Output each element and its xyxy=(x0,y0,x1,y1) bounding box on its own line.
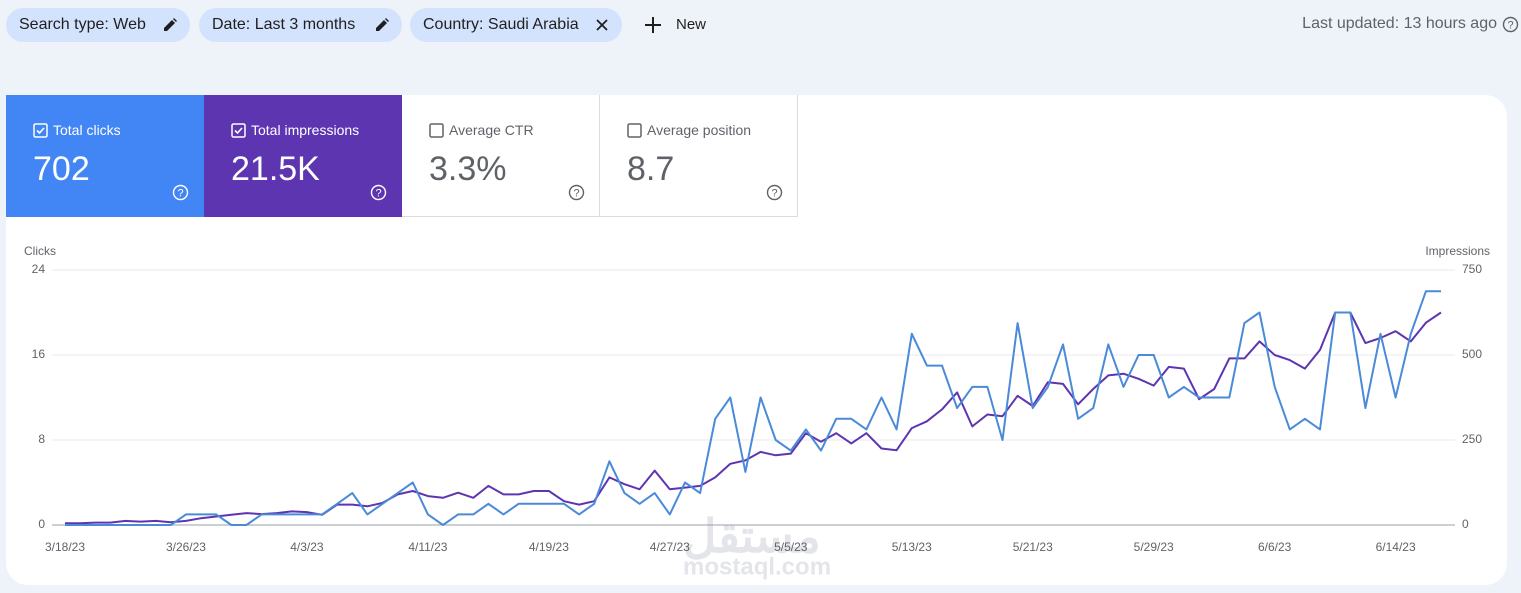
checkbox[interactable] xyxy=(33,123,48,138)
y2-axis-label: Impressions xyxy=(1425,244,1490,258)
y2-tick-label: 250 xyxy=(1462,432,1482,446)
x-tick-label: 3/26/23 xyxy=(166,540,206,554)
metric-tile[interactable]: Average position 8.7? xyxy=(600,95,798,217)
close-icon xyxy=(596,19,608,31)
x-tick-label: 6/14/23 xyxy=(1376,540,1416,554)
chip-label: Country: Saudi Arabia xyxy=(423,16,579,33)
y-tick-label: 0 xyxy=(38,517,45,531)
svg-text:?: ? xyxy=(771,188,777,200)
watermark: mostaql.com xyxy=(683,553,831,580)
filter-chip[interactable]: Date: Last 3 months xyxy=(199,8,402,42)
metric-tile[interactable]: Average CTR 3.3%? xyxy=(402,95,600,217)
svg-text:?: ? xyxy=(573,188,579,200)
svg-text:?: ? xyxy=(177,188,183,200)
svg-text:?: ? xyxy=(1507,20,1513,32)
checkbox[interactable] xyxy=(429,123,444,138)
y-axis-label: Clicks xyxy=(24,244,56,258)
button-label: New xyxy=(676,16,707,33)
filter-chip[interactable]: Country: Saudi Arabia xyxy=(410,8,622,42)
series-line xyxy=(65,290,1441,526)
chip-label: Date: Last 3 months xyxy=(212,16,356,33)
y-tick-label: 16 xyxy=(32,347,46,361)
x-tick-label: 4/27/23 xyxy=(650,540,690,554)
help-icon[interactable]: ? xyxy=(766,184,783,201)
plus-icon xyxy=(645,17,661,33)
x-tick-label: 4/3/23 xyxy=(290,540,324,554)
metric-label: Total clicks xyxy=(53,122,121,138)
checkbox[interactable] xyxy=(231,123,246,138)
edit-icon xyxy=(164,18,177,31)
last-updated-text: Last updated: 13 hours ago xyxy=(1302,15,1497,32)
y2-tick-label: 0 xyxy=(1462,517,1469,531)
metric-value: 21.5K xyxy=(231,150,320,188)
x-tick-label: 4/19/23 xyxy=(529,540,569,554)
watermark: مستقل xyxy=(683,510,821,562)
new-filter-button[interactable]: New xyxy=(640,8,706,42)
help-icon[interactable]: ? xyxy=(568,184,585,201)
metric-label: Average CTR xyxy=(449,122,534,138)
metric-tile[interactable]: Total impressions 21.5K? xyxy=(204,95,402,217)
metric-label: Total impressions xyxy=(251,122,360,138)
metric-value: 3.3% xyxy=(429,150,507,188)
x-tick-label: 5/29/23 xyxy=(1134,540,1174,554)
filter-chip[interactable]: Search type: Web xyxy=(6,8,190,42)
y2-tick-label: 500 xyxy=(1462,347,1482,361)
series-line xyxy=(65,311,1442,525)
edit-icon xyxy=(376,18,389,31)
x-tick-label: 5/5/23 xyxy=(774,540,808,554)
y2-tick-label: 750 xyxy=(1462,262,1482,276)
y-tick-label: 8 xyxy=(38,432,45,446)
metric-label: Average position xyxy=(647,122,752,138)
help-icon[interactable]: ? xyxy=(1502,16,1519,33)
y-tick-label: 24 xyxy=(32,262,46,276)
metric-value: 702 xyxy=(33,150,90,188)
x-tick-label: 4/11/23 xyxy=(408,540,447,554)
metric-value: 8.7 xyxy=(627,150,675,188)
metric-tile[interactable]: Total clicks 702? xyxy=(6,95,204,217)
x-tick-label: 5/13/23 xyxy=(892,540,932,554)
x-tick-label: 3/18/23 xyxy=(45,540,85,554)
help-icon[interactable]: ? xyxy=(370,184,387,201)
x-tick-label: 5/21/23 xyxy=(1013,540,1053,554)
svg-text:?: ? xyxy=(375,188,381,200)
help-icon[interactable]: ? xyxy=(172,184,189,201)
chip-label: Search type: Web xyxy=(19,16,146,33)
checkbox[interactable] xyxy=(627,123,642,138)
x-tick-label: 6/6/23 xyxy=(1258,540,1292,554)
last-updated: Last updated: 13 hours ago xyxy=(1302,15,1497,33)
